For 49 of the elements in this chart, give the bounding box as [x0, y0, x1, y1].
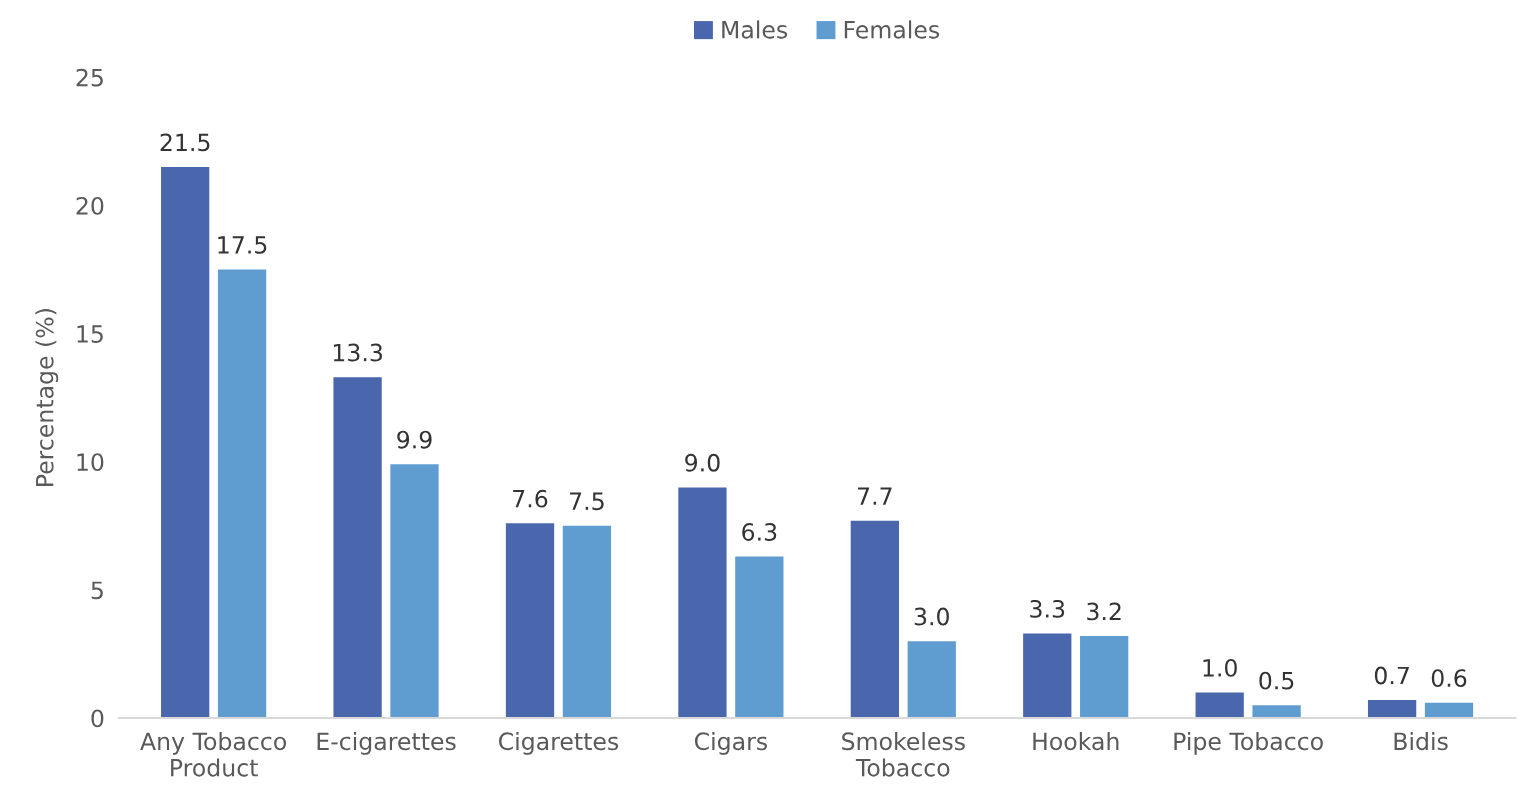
bar [505, 523, 555, 719]
data-label: 7.6 [513, 489, 548, 508]
data-label: 21.5 [160, 133, 210, 152]
y-tick-label: 25 [76, 68, 103, 87]
legend-label: Females [844, 20, 940, 39]
bar [562, 525, 612, 719]
y-axis-title: Percentage (%) [35, 309, 59, 486]
x-tick-label: Bidis [1394, 731, 1448, 751]
bar [1252, 705, 1301, 719]
data-label: 0.5 [1259, 671, 1294, 690]
data-label: 3.2 [1087, 602, 1121, 621]
x-tick-label: Hookah [1033, 731, 1119, 751]
bar [1080, 636, 1129, 719]
bar [217, 269, 267, 719]
legend-label: Males [722, 20, 788, 39]
bar [390, 464, 439, 719]
data-label: 17.5 [218, 236, 267, 254]
data-label: 3.0 [914, 607, 949, 626]
x-tick-label: Smokeless Tobacco [842, 731, 965, 777]
data-label: 7.7 [858, 487, 892, 505]
y-tick-label: 15 [77, 325, 103, 343]
data-label: 0.7 [1374, 666, 1409, 685]
bar [161, 166, 210, 719]
data-label: 3.3 [1030, 599, 1065, 618]
data-label: 13.3 [333, 343, 382, 362]
x-tick-label: Any Tobacco Product [140, 731, 286, 777]
data-label: 9.0 [685, 453, 720, 472]
x-tick-label: Cigars [694, 731, 767, 755]
data-label: 6.3 [742, 523, 777, 541]
bar [907, 641, 956, 719]
data-label: 0.6 [1431, 669, 1467, 687]
bar [735, 556, 784, 719]
bar [1424, 702, 1474, 719]
data-label: 7.5 [570, 492, 604, 511]
data-label: 1.0 [1203, 658, 1237, 677]
x-tick-label: Pipe Tobacco [1174, 731, 1323, 755]
x-tick-label: E-cigarettes [317, 731, 456, 755]
bar [678, 487, 727, 719]
y-tick-label: 5 [91, 581, 103, 600]
y-tick-label: 10 [77, 453, 104, 472]
bar [850, 520, 899, 719]
x-tick-label: Cigarettes [499, 731, 619, 755]
bar [1195, 692, 1244, 719]
bar [1367, 700, 1417, 719]
data-label: 9.9 [397, 430, 432, 449]
y-tick-label: 0 [91, 709, 104, 728]
bar [1023, 633, 1072, 719]
y-tick-label: 20 [76, 196, 104, 215]
bar [333, 377, 382, 719]
